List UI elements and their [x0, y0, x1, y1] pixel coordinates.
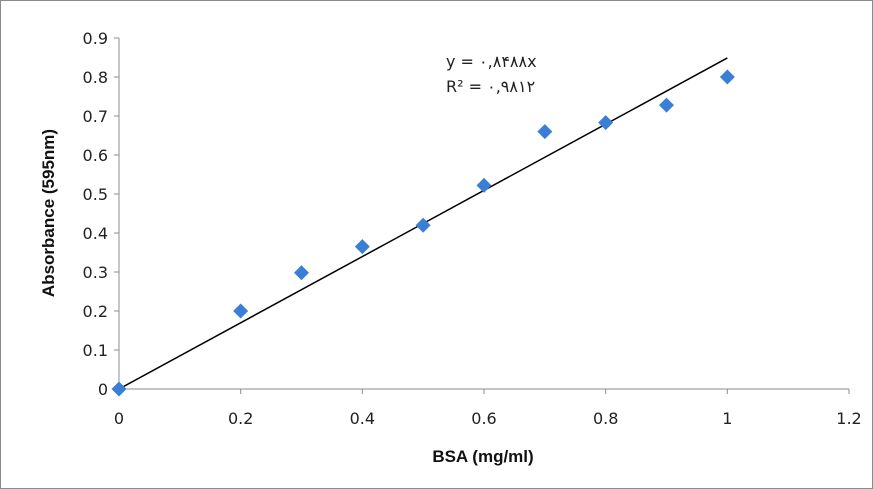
data-point	[598, 115, 614, 131]
data-point	[233, 303, 249, 319]
y-tick-label: 0.6	[83, 146, 108, 165]
data-points	[111, 69, 735, 397]
y-tick-label: 0.2	[83, 302, 108, 321]
data-point	[659, 97, 674, 113]
data-point	[294, 265, 309, 281]
data-point	[719, 69, 735, 85]
x-tick-label: 1	[722, 409, 732, 428]
data-point	[354, 239, 370, 255]
x-tick-label: 0.8	[593, 409, 618, 428]
data-point	[111, 381, 127, 397]
r-squared-label: R² = ۰,۹۸۱۲	[446, 77, 535, 96]
y-tick-label: 0.4	[83, 224, 108, 243]
y-tick-label: 0.5	[83, 185, 108, 204]
y-tick-label: 0.8	[83, 68, 108, 87]
x-tick-label: 0.4	[350, 409, 375, 428]
y-tick-label: 0.7	[83, 107, 108, 126]
y-tick-labels: 0 0.1 0.2 0.3 0.4 0.5 0.6 0.7 0.8 0.9	[83, 29, 119, 399]
data-point	[537, 124, 553, 140]
data-point	[476, 177, 492, 193]
x-tick-label: 0.6	[471, 409, 496, 428]
x-tick-label: 0	[114, 409, 124, 428]
trendline-equation: y = ۰,۸۴۸۸x	[446, 52, 537, 71]
y-tick-label: 0.1	[83, 341, 108, 360]
y-axis-title: Absorbance (595nm)	[39, 129, 58, 297]
y-tick-label: 0	[98, 380, 108, 399]
x-tick-label: 1.2	[836, 409, 861, 428]
x-tick-label: 0.2	[228, 409, 253, 428]
y-tick-label: 0.3	[83, 263, 108, 282]
y-tick-label: 0.9	[83, 29, 108, 48]
data-point	[415, 217, 431, 233]
x-axis-title: BSA (mg/ml)	[432, 447, 533, 466]
x-tick-labels: 0 0.2 0.4 0.6 0.8 1 1.2	[114, 389, 862, 428]
